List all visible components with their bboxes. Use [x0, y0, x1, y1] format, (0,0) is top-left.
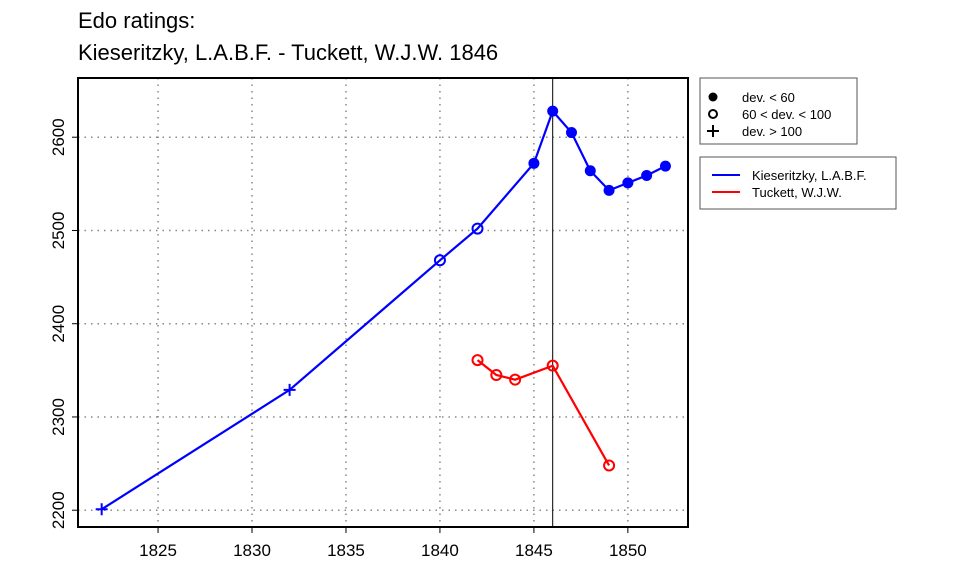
data-point [509, 373, 522, 386]
series-legend-label: Tuckett, W.J.W. [752, 185, 842, 200]
data-point [603, 184, 615, 196]
x-tick-label: 1835 [327, 541, 365, 560]
x-tick-label: 1830 [233, 541, 271, 560]
data-point [659, 160, 671, 172]
y-tick-label: 2400 [49, 305, 68, 343]
x-tick-label: 1850 [609, 541, 647, 560]
y-tick-label: 2500 [49, 212, 68, 250]
data-point [565, 127, 577, 139]
series-layer [95, 78, 671, 527]
marker-legend-label: dev. < 60 [742, 90, 795, 105]
x-tick-label: 1825 [139, 541, 177, 560]
y-tick-label: 2600 [49, 118, 68, 156]
filled-circle-icon [708, 92, 718, 102]
data-point [528, 157, 540, 169]
y-tick-label: 2300 [49, 398, 68, 436]
marker-legend-label: dev. > 100 [742, 124, 802, 139]
data-point [471, 222, 484, 235]
x-tick-label: 1840 [421, 541, 459, 560]
chart-title-line2: Kieseritzky, L.A.B.F. - Tuckett, W.J.W. … [78, 40, 498, 65]
plot-frame [77, 77, 689, 528]
data-point [622, 177, 634, 189]
data-point [603, 459, 616, 472]
data-point [546, 359, 559, 372]
marker-legend-label: 60 < dev. < 100 [742, 107, 831, 122]
data-point [584, 165, 596, 177]
data-point [95, 503, 108, 516]
open-circle-icon [708, 109, 718, 119]
data-point [471, 354, 484, 367]
chart-title-line1: Edo ratings: [78, 8, 195, 33]
data-point [641, 169, 653, 181]
series-line [101, 108, 666, 511]
y-tick-label: 2200 [49, 491, 68, 529]
data-point [490, 369, 503, 382]
series-legend-label: Kieseritzky, L.A.B.F. [752, 168, 867, 183]
data-point [547, 105, 559, 117]
series-legend: Kieseritzky, L.A.B.F. Tuckett, W.J.W. [699, 156, 897, 210]
marker-legend: dev. < 60 60 < dev. < 100 dev. > 100 [699, 77, 858, 145]
grid [78, 78, 688, 527]
plus-icon [707, 125, 719, 137]
data-point [433, 254, 446, 267]
data-point [283, 383, 296, 396]
x-tick-label: 1845 [515, 541, 553, 560]
axis-ticks: 1825 1830 1835 1840 1845 1850 2200 2300 2400 2500… [49, 118, 647, 560]
series-line [476, 359, 611, 466]
